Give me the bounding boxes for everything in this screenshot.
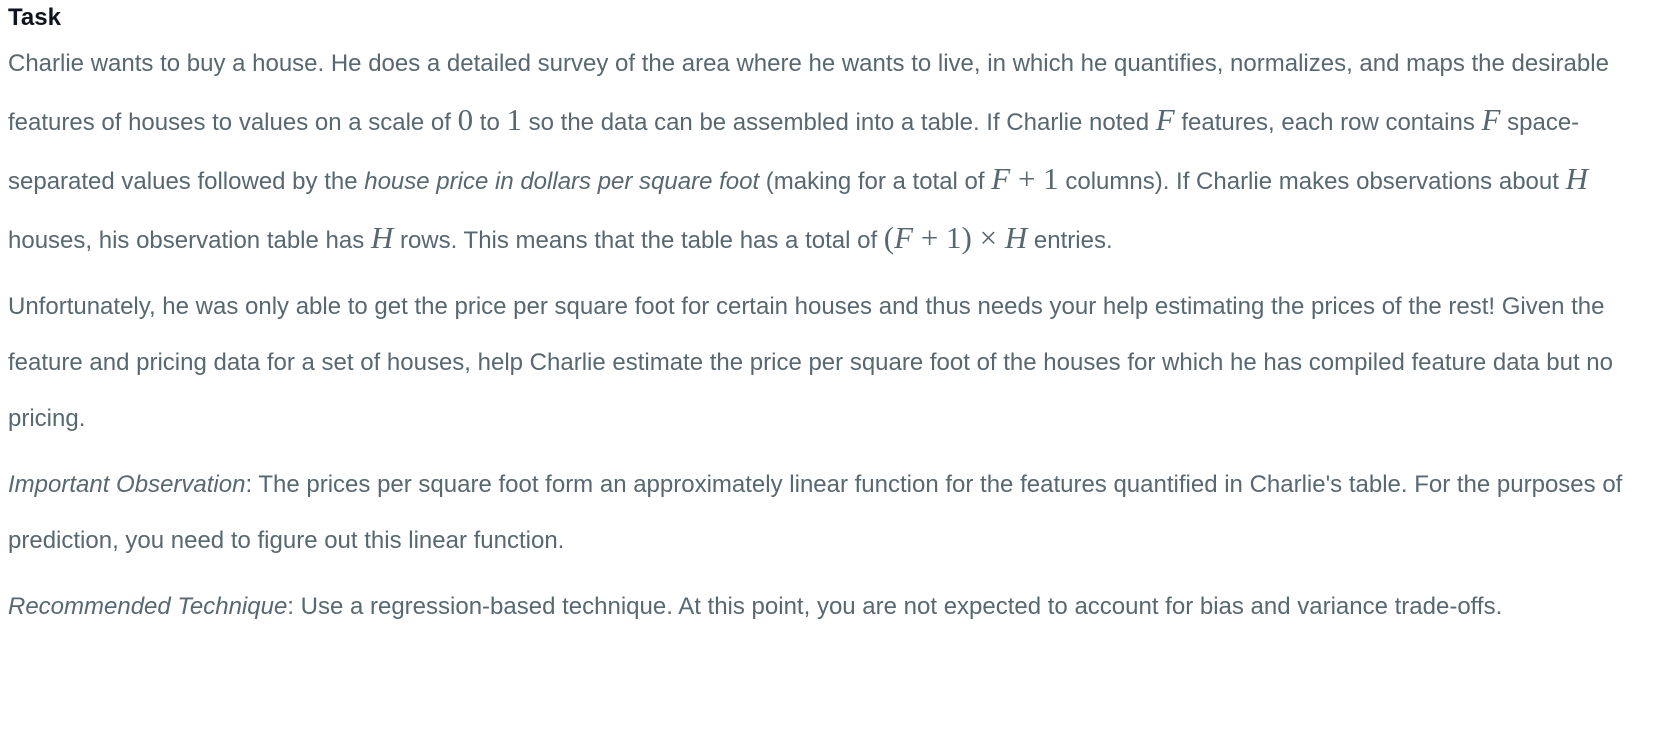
math-f-plus-one: F + 1 [991,161,1059,196]
math-h: H [1565,161,1588,196]
intro-text-8: houses, his observation table has [8,227,371,254]
math-one: 1 [506,102,522,137]
intro-text-6: (making for a total of [759,168,992,195]
task-paragraph-intro: Charlie wants to buy a house. He does a … [8,36,1670,269]
task-paragraph-unfortunately: Unfortunately, he was only able to get t… [8,293,1613,432]
intro-text-7: columns). If Charlie makes observations … [1058,168,1566,195]
emphasis-recommended-technique: Recommended Technique [8,593,288,620]
math-h: H [370,220,394,255]
task-paragraph-observation: Important Observation: The prices per sq… [8,457,1670,569]
emphasis-price-per-sqft: house price in dollars per square foot [364,168,760,195]
math-f: F [1481,102,1501,137]
intro-text-2: to [473,109,507,136]
technique-text: : Use a regression-based technique. At t… [287,593,1503,620]
emphasis-important-observation: Important Observation [8,471,246,498]
intro-text-1: Charlie wants to buy a house. He does a … [8,50,1609,136]
intro-text-3: so the data can be assembled into a tabl… [521,109,1156,136]
math-f: F [1155,102,1175,137]
intro-text-4: features, each row contains [1174,109,1482,136]
intro-text-5: space-separated values followed by the [8,109,1580,195]
math-total-entries: (F + 1) × H [883,220,1028,255]
task-heading: Task [8,4,61,31]
task-paragraph-technique: Recommended Technique: Use a regression-… [8,579,1670,635]
math-zero: 0 [457,102,474,137]
intro-text-9: rows. This means that the table has a to… [393,227,884,254]
observation-text: : The prices per square foot form an app… [8,471,1623,554]
intro-text-10: entries. [1027,227,1113,254]
